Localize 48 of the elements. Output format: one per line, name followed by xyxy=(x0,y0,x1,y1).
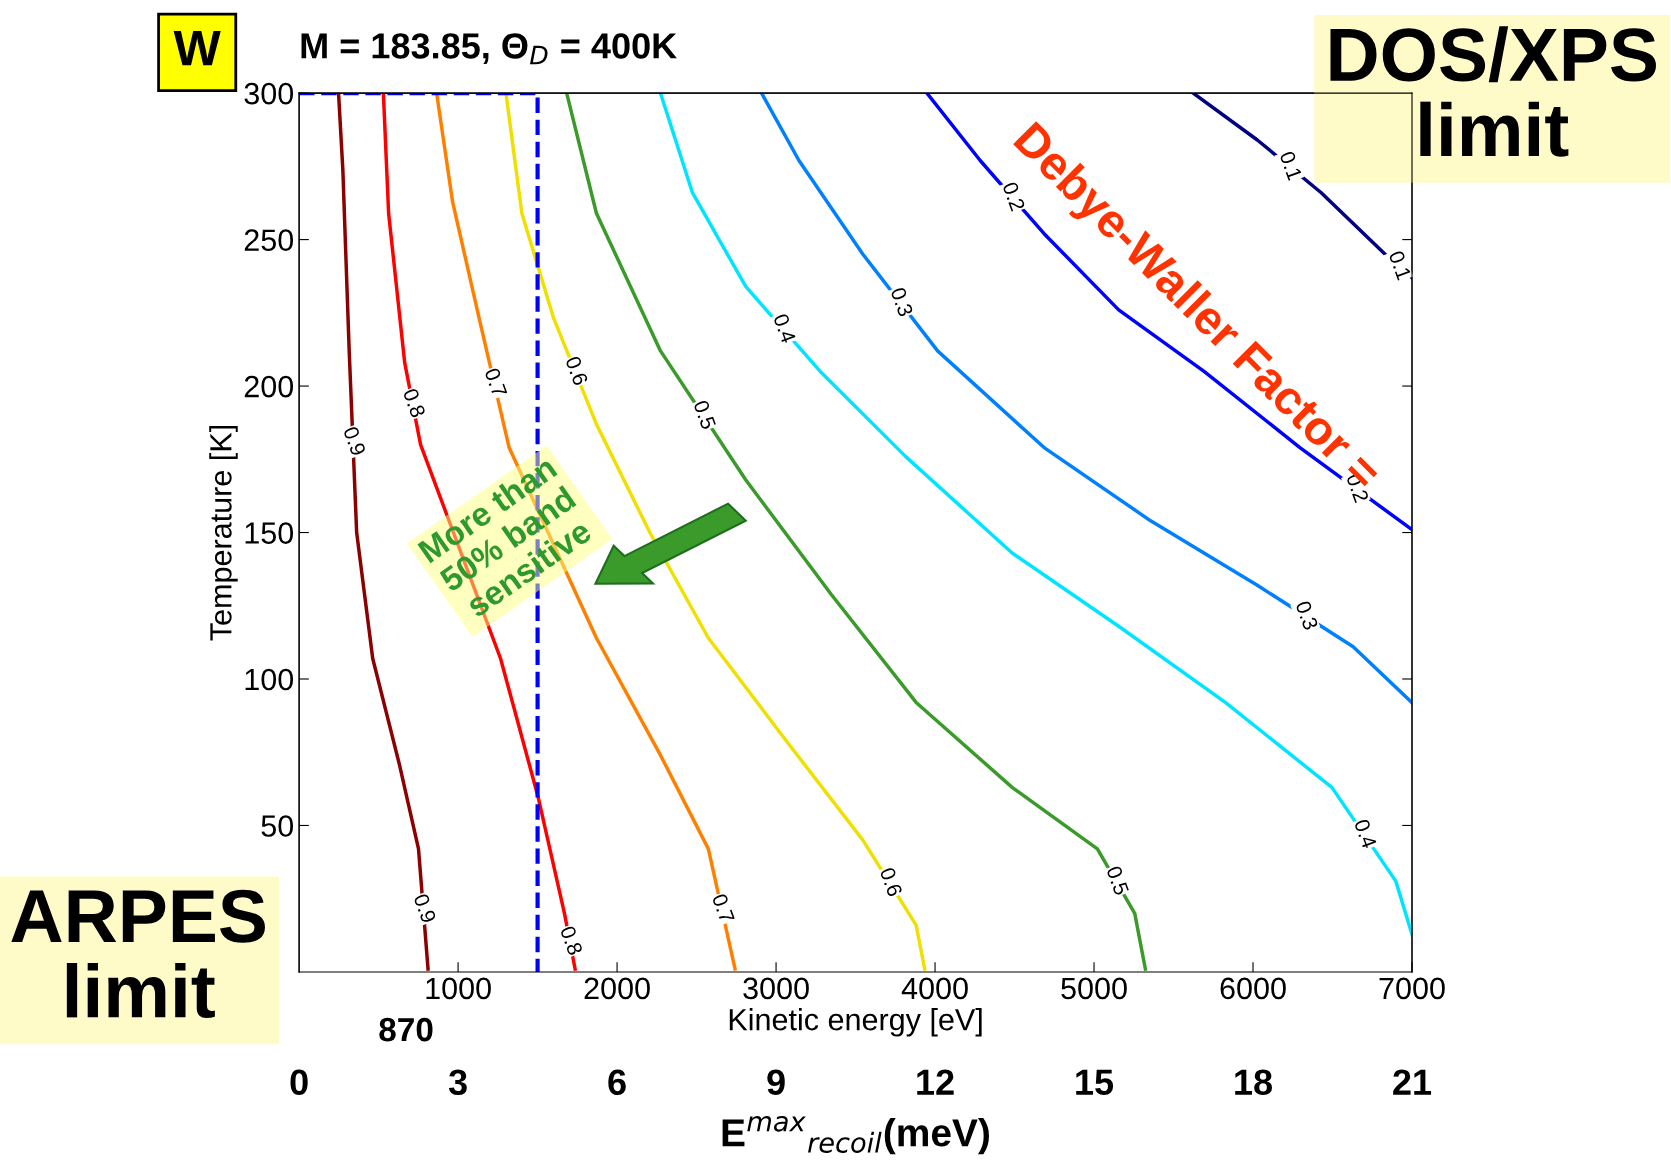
x-tick-label: 2000 xyxy=(584,977,650,1000)
text: 0.7 xyxy=(711,892,735,924)
line-series xyxy=(925,93,1412,532)
text: 0.4 xyxy=(1353,818,1377,850)
x2-tick-label: 3 xyxy=(448,1069,467,1096)
text: 0.3 xyxy=(1295,600,1319,631)
text: 0.8 xyxy=(559,925,584,956)
text: 0.9 xyxy=(413,892,437,924)
x2-tick-label: 18 xyxy=(1235,1069,1272,1095)
text: 0.1 xyxy=(1279,150,1303,181)
line-series xyxy=(759,93,1412,705)
annotation: DOS/XPS limit xyxy=(1330,26,1656,157)
x2-axis-title: E$^{max}$$_{recoil}$(meV) xyxy=(722,1116,989,1155)
x2-tick-label: 15 xyxy=(1076,1069,1114,1095)
x-tick-label: 3000 xyxy=(743,977,809,1000)
text: 0.1 xyxy=(1388,249,1412,281)
x-tick-label: 5000 xyxy=(1061,977,1127,1000)
y-tick-label: 200 xyxy=(244,375,294,398)
text: 870 xyxy=(379,1017,433,1042)
text: 0.6 xyxy=(565,355,589,387)
x-tick-label: 1000 xyxy=(426,977,491,1000)
text: 0.9 xyxy=(343,425,367,457)
x2-tick-label: 12 xyxy=(917,1069,954,1095)
x2-tick-label: 6 xyxy=(608,1069,626,1095)
x2-tick-label: 9 xyxy=(767,1069,785,1095)
y-tick-label: 50 xyxy=(261,815,294,837)
y-tick-label: 100 xyxy=(245,668,294,691)
text: 0.8 xyxy=(402,387,426,419)
text: 0.3 xyxy=(890,286,914,318)
line-series xyxy=(658,93,1412,936)
text: 0.4 xyxy=(773,312,797,344)
text: 0.6 xyxy=(879,866,903,898)
y-tick-label: 300 xyxy=(244,82,294,105)
text: 0.5 xyxy=(693,399,717,431)
text: 0.5 xyxy=(1106,865,1130,896)
y-axis-title: Temperature [K] xyxy=(209,426,238,641)
x-axis-title: Kinetic energy [eV] xyxy=(729,1008,982,1037)
y-tick-label: 150 xyxy=(245,522,294,544)
x-tick-label: 7000 xyxy=(1379,977,1445,1000)
y-tick-label: 250 xyxy=(244,229,294,251)
x-tick-label: 6000 xyxy=(1220,977,1286,1000)
text: 0.7 xyxy=(484,367,508,398)
x-tick-label: 4000 xyxy=(901,977,968,1000)
x2-tick-label: 0 xyxy=(290,1069,308,1095)
x2-tick-label: 21 xyxy=(1393,1069,1432,1095)
text: ARPES limit xyxy=(11,889,265,1019)
chart-title: M = 183.85, Θ$_{D}$ = 400K xyxy=(301,33,677,65)
text: W xyxy=(173,30,221,66)
